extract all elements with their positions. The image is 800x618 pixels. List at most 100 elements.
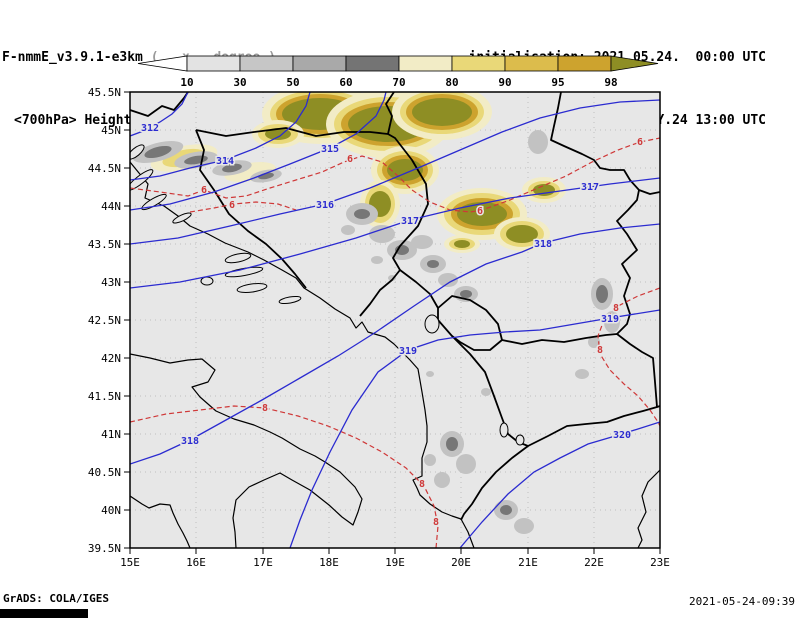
cloud-blob — [371, 146, 439, 194]
colorbar-tick: 30 — [233, 76, 246, 89]
temp-contour-8-west — [130, 405, 439, 548]
colorbar-tick: 10 — [180, 76, 193, 89]
colorbar-seg-70-80 — [398, 55, 453, 72]
temp-contour-label: 8 — [597, 345, 603, 356]
colorbar-tick: 50 — [286, 76, 299, 89]
bottom-edge-artifact — [0, 609, 88, 618]
lon-label: 20E — [451, 556, 471, 569]
colorbar-seg-10-30 — [186, 55, 241, 72]
lake-shkodra — [424, 314, 440, 334]
colorbar-tick-labels: 10 30 50 60 70 80 90 95 98 — [180, 76, 617, 89]
lon-label: 15E — [120, 556, 140, 569]
colorbar-tick: 80 — [445, 76, 458, 89]
model-title: F-nmmE_v3.9.1-e3km — [2, 50, 143, 65]
colorbar-arrow-below — [137, 55, 188, 72]
temp-contour-label: 6 — [477, 206, 483, 217]
temp-contour-label: 8 — [613, 303, 619, 314]
colorbar: 10 30 50 60 70 80 90 95 98 — [137, 55, 659, 89]
lat-label: 39.5N — [88, 542, 121, 555]
tyrrhenian-coast — [130, 495, 191, 548]
lat-label: 45N — [101, 124, 121, 137]
national-borders — [130, 92, 660, 521]
height-contour-319 — [289, 309, 660, 548]
colorbar-seg-50-60 — [292, 55, 347, 72]
temp-contour-label: 6 — [201, 185, 207, 196]
height-contour-318 — [130, 223, 660, 465]
temp-contour-6-secondary — [189, 201, 297, 213]
temp-contour-label: 8 — [262, 403, 268, 414]
lat-label: 43N — [101, 276, 121, 289]
temp-contour-8-east — [597, 287, 660, 427]
height-contour-320 — [459, 421, 660, 548]
lon-label: 22E — [584, 556, 604, 569]
lon-ticks — [129, 548, 661, 554]
lat-label: 45.5N — [88, 86, 121, 99]
colorbar-seg-90-95 — [504, 55, 559, 72]
height-contour-label: 312 — [141, 123, 159, 134]
height-contour-label: 317 — [581, 182, 599, 193]
colorbar-seg-30-50 — [239, 55, 294, 72]
adriatic-islands — [130, 144, 302, 305]
lon-label: 16E — [186, 556, 206, 569]
cloud-blob — [444, 235, 480, 253]
cloud-blob — [252, 120, 304, 148]
border-serbia-bulgaria — [616, 189, 640, 335]
temp-contour-label: 8 — [433, 517, 439, 528]
temp-contour-label: 6 — [229, 200, 235, 211]
height-contour-label: 314 — [216, 156, 234, 167]
lon-label: 23E — [650, 556, 670, 569]
temp-contour-label: 6 — [347, 154, 353, 165]
lake-prespa — [515, 434, 525, 446]
temp-contour-label: 8 — [419, 479, 425, 490]
cloud-blob — [494, 217, 550, 251]
height-contour-label: 318 — [181, 436, 199, 447]
height-contour-315 — [130, 92, 387, 211]
height-contour-314 — [130, 92, 311, 181]
lat-ticks — [124, 91, 130, 549]
lat-label: 44.5N — [88, 162, 121, 175]
cloud-blob — [392, 92, 492, 140]
longitude-axis: 15E 16E 17E 18E 19E 20E 21E 22E 23E — [120, 548, 670, 569]
grads-credit: GrADS: COLA/IGES — [3, 592, 109, 605]
height-contour-label: 318 — [534, 239, 552, 250]
lat-label: 41.5N — [88, 390, 121, 403]
cloud-shading-high — [252, 92, 566, 253]
colorbar-seg-95-98 — [557, 55, 612, 72]
lon-label: 19E — [385, 556, 405, 569]
lat-label: 44N — [101, 200, 121, 213]
lat-label: 43.5N — [88, 238, 121, 251]
height-contour-label: 320 — [613, 430, 631, 441]
height-contour-label: 316 — [316, 200, 334, 211]
creation-timestamp: 2021-05-24-09:39 — [689, 595, 795, 608]
latitude-axis: 45.5N 45N 44.5N 44N 43.5N 43N 42.5N 42N … — [88, 86, 130, 555]
lake-ohrid — [499, 422, 509, 438]
colorbar-tick: 70 — [392, 76, 405, 89]
coastlines — [130, 144, 660, 548]
lat-label: 41N — [101, 428, 121, 441]
colorbar-seg-80-90 — [451, 55, 506, 72]
aegean-coast — [637, 469, 660, 548]
height-contour-317 — [130, 177, 660, 289]
lon-label: 21E — [518, 556, 538, 569]
colorbar-seg-60-70 — [345, 55, 400, 72]
border-sava-danube — [195, 92, 395, 137]
border-slovenia — [130, 92, 189, 117]
height-contours: 312 314 315 316 317 317 318 318 319 319 … — [130, 92, 660, 548]
adriatic-east-coast — [130, 161, 475, 548]
height-contour-316 — [130, 99, 660, 245]
cloud-blob — [522, 177, 566, 203]
lat-label: 42N — [101, 352, 121, 365]
lon-label: 18E — [319, 556, 339, 569]
lat-label: 42.5N — [88, 314, 121, 327]
colorbar-arrow-above — [610, 55, 659, 72]
height-contour-label: 319 — [399, 346, 417, 357]
height-contour-label: 315 — [321, 144, 339, 155]
colorbar-tick: 60 — [339, 76, 352, 89]
border-bosnia-west — [195, 129, 307, 289]
height-contour-label: 319 — [601, 314, 619, 325]
lon-label: 17E — [253, 556, 273, 569]
height-contour-312 — [130, 92, 189, 137]
border-macedonia — [501, 333, 658, 447]
